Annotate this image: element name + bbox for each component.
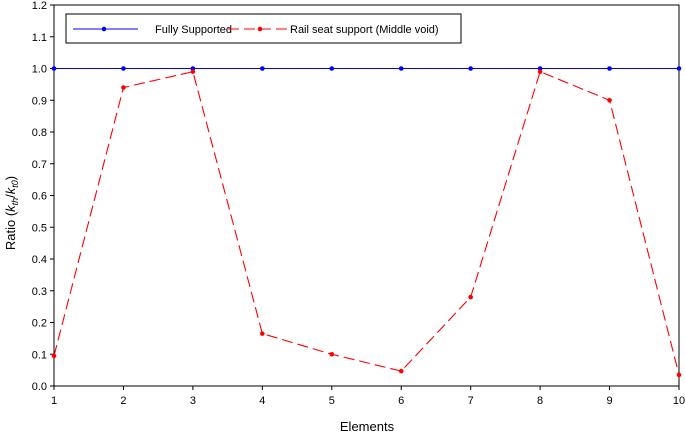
data-point-0 bbox=[468, 66, 473, 71]
x-axis-ticks: 1 2 3 4 5 6 7 8 9 10 bbox=[51, 386, 685, 407]
data-point-1 bbox=[468, 294, 473, 300]
y-tick-label: 1.1 bbox=[32, 32, 47, 44]
x-tick-label: 1 bbox=[51, 395, 57, 407]
y-tick-label: 0.3 bbox=[32, 286, 47, 298]
legend-label-rail-seat-support: Rail seat support (Middle void) bbox=[290, 24, 439, 36]
y-tick-label: 0.2 bbox=[32, 318, 47, 330]
y-tick-label: 1.2 bbox=[32, 0, 47, 12]
y-axis-title-suffix: ) bbox=[3, 176, 18, 180]
x-tick-label: 7 bbox=[468, 395, 474, 407]
series-layer bbox=[51, 66, 682, 378]
data-point-1 bbox=[607, 97, 612, 103]
x-tick-label: 2 bbox=[120, 395, 126, 407]
data-point-1 bbox=[676, 372, 682, 378]
y-axis-title-k1: k bbox=[3, 204, 18, 212]
data-point-1 bbox=[537, 69, 543, 74]
y-axis-title: Ratio (kth/kt0) bbox=[3, 176, 20, 250]
data-point-0 bbox=[537, 66, 543, 71]
y-tick-label: 0.0 bbox=[32, 381, 47, 393]
data-point-0 bbox=[190, 66, 196, 71]
data-point-0 bbox=[398, 66, 404, 71]
plot-frame bbox=[53, 4, 680, 387]
y-axis-title-k2-sub: t0 bbox=[10, 180, 20, 188]
data-point-0 bbox=[676, 66, 682, 71]
legend: Fully Supported Rail seat support (Middl… bbox=[65, 13, 462, 44]
y-tick-label: 1.0 bbox=[32, 64, 47, 76]
data-point-0 bbox=[121, 66, 126, 71]
y-tick-label: 0.6 bbox=[32, 191, 47, 203]
y-axis-title-slash: / bbox=[3, 194, 18, 198]
y-axis-title-prefix: Ratio ( bbox=[3, 211, 18, 250]
x-tick-label: 5 bbox=[329, 395, 335, 407]
x-tick-label: 3 bbox=[190, 395, 196, 407]
y-axis-title-k1-sub: th bbox=[10, 198, 20, 206]
y-tick-label: 0.5 bbox=[32, 222, 47, 234]
legend-marker-rail-seat-support bbox=[257, 26, 263, 32]
y-tick-label: 0.9 bbox=[32, 95, 47, 107]
data-point-1 bbox=[190, 69, 196, 74]
x-tick-label: 6 bbox=[398, 395, 404, 407]
y-tick-label: 0.1 bbox=[32, 349, 47, 361]
x-tick-label: 8 bbox=[537, 395, 543, 407]
data-point-0 bbox=[260, 66, 265, 71]
y-tick-label: 0.8 bbox=[32, 127, 47, 139]
x-tick-label: 9 bbox=[606, 395, 612, 407]
series-line-1 bbox=[53, 70, 680, 376]
y-tick-label: 0.4 bbox=[32, 254, 47, 266]
data-point-0 bbox=[607, 66, 612, 71]
legend-marker-fully-supported bbox=[101, 26, 107, 32]
x-axis-title: Elements bbox=[340, 419, 395, 434]
data-point-1 bbox=[260, 331, 265, 336]
data-point-1 bbox=[51, 353, 57, 359]
y-axis-title-k2: k bbox=[3, 186, 18, 194]
data-point-1 bbox=[121, 85, 126, 90]
y-axis-ticks: 0.0 0.1 0.2 0.3 0.4 0.5 0.6 0.7 0.8 0.9 1.0 1.1 1.2 bbox=[32, 0, 54, 393]
plot-area-border bbox=[53, 4, 680, 387]
x-tick-label: 4 bbox=[259, 395, 265, 407]
legend-label-fully-supported: Fully Supported bbox=[155, 24, 232, 36]
data-point-1 bbox=[329, 351, 335, 357]
y-tick-label: 0.7 bbox=[32, 159, 47, 171]
x-tick-label: 10 bbox=[673, 395, 685, 407]
data-point-0 bbox=[51, 66, 57, 71]
data-point-1 bbox=[398, 368, 404, 374]
data-point-0 bbox=[329, 66, 335, 71]
